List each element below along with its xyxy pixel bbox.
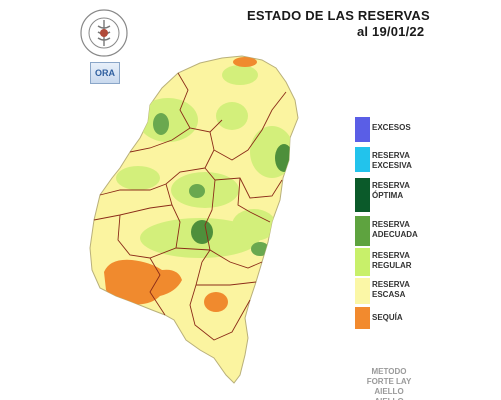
legend-swatch-excesiva bbox=[355, 147, 370, 172]
legend-label-sequia: SEQUÍA bbox=[372, 313, 403, 322]
legend bbox=[355, 117, 370, 329]
map-title: ESTADO DE LAS RESERVAS bbox=[247, 8, 430, 23]
zone-adecuada bbox=[153, 113, 169, 135]
department-borders bbox=[93, 72, 287, 341]
zone-adecuada bbox=[191, 220, 213, 244]
legend-label-regular: RESERVA REGULAR bbox=[372, 251, 412, 270]
zone-sequia bbox=[104, 259, 182, 305]
zone-adecuada bbox=[189, 184, 205, 198]
zone-regular bbox=[171, 172, 239, 208]
bolsa-cereales-seal-logo bbox=[80, 9, 128, 57]
legend-label-escasa: RESERVA ESCASA bbox=[372, 280, 410, 299]
map-date: al 19/01/22 bbox=[357, 24, 425, 39]
legend-swatch-optima bbox=[355, 178, 370, 212]
ora-logo: ORA bbox=[90, 62, 120, 84]
legend-label-adecuada: RESERVA ADECUADA bbox=[372, 220, 418, 239]
method-caption: METODO FORTE LAY AIELLO AIELLO bbox=[366, 367, 412, 400]
legend-label-excesiva: RESERVA EXCESIVA bbox=[372, 151, 412, 170]
zone-regular bbox=[216, 102, 248, 130]
zone-adecuada bbox=[275, 144, 293, 172]
zone-adecuada bbox=[251, 242, 269, 256]
legend-swatch-escasa bbox=[355, 278, 370, 304]
legend-swatch-regular bbox=[355, 248, 370, 276]
zone-regular bbox=[222, 65, 258, 85]
zone-regular bbox=[232, 209, 276, 241]
legend-swatch-adecuada bbox=[355, 216, 370, 246]
zone-sequia bbox=[233, 57, 257, 67]
zone-sequia bbox=[204, 292, 228, 312]
legend-label-excesos: EXCESOS bbox=[372, 123, 411, 132]
legend-swatch-excesos bbox=[355, 117, 370, 142]
zone-regular bbox=[116, 166, 160, 190]
legend-label-optima: RESERVA ÓPTIMA bbox=[372, 181, 410, 200]
legend-swatch-sequia bbox=[355, 307, 370, 329]
